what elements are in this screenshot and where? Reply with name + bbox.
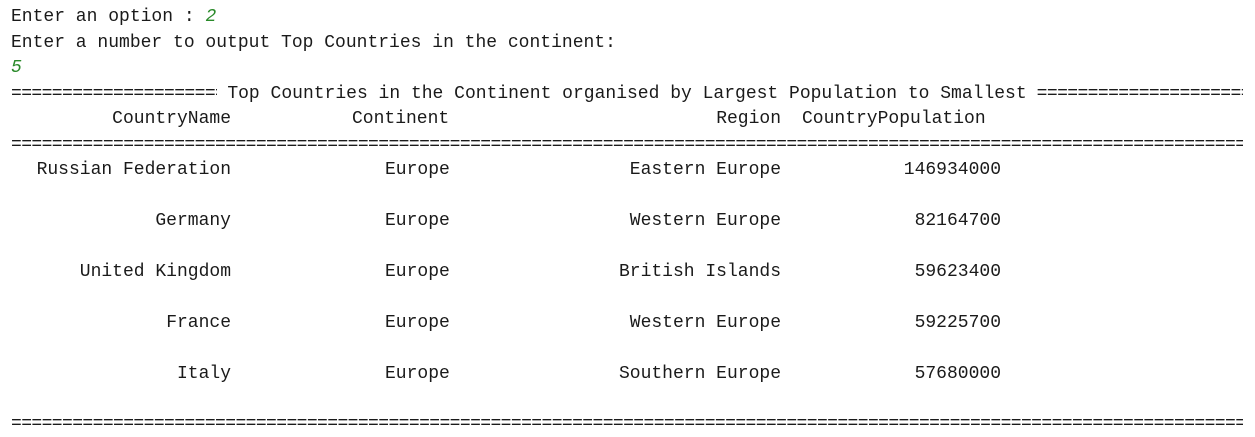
- cell-region: Western Europe: [629, 313, 781, 333]
- option-prompt-line: Enter an option : 2: [11, 7, 216, 27]
- cell-country-name: Russian Federation: [36, 160, 231, 180]
- cell-continent: Europe: [385, 262, 450, 282]
- header-region: Region: [716, 109, 781, 129]
- cell-country-name: Germany: [155, 211, 231, 231]
- cell-region: Eastern Europe: [629, 160, 781, 180]
- cell-population: 59225700: [914, 313, 1001, 333]
- number-prompt: Enter a number to output Top Countries i…: [11, 33, 616, 53]
- option-prompt: Enter an option :: [11, 7, 206, 27]
- cell-continent: Europe: [385, 160, 450, 180]
- title-rule-right: ========================================…: [1036, 84, 1243, 104]
- header-separator-rule: ========================================…: [11, 135, 1243, 155]
- cell-country-name: United Kingdom: [79, 262, 231, 282]
- cell-region: British Islands: [618, 262, 781, 282]
- title-rule-left: ========================================…: [11, 84, 217, 104]
- cell-continent: Europe: [385, 364, 450, 384]
- number-input-value: 5: [11, 58, 22, 78]
- cell-continent: Europe: [385, 211, 450, 231]
- cell-country-name: France: [166, 313, 231, 333]
- header-continent: Continent: [352, 109, 450, 129]
- cell-country-name: Italy: [176, 364, 231, 384]
- cell-region: Western Europe: [629, 211, 781, 231]
- cell-population: 82164700: [914, 211, 1001, 231]
- cell-region: Southern Europe: [618, 364, 781, 384]
- header-country-name: CountryName: [112, 109, 231, 129]
- footer-separator-rule: ========================================…: [11, 414, 1243, 434]
- cell-population: 146934000: [903, 160, 1001, 180]
- cell-population: 57680000: [914, 364, 1001, 384]
- header-country-population: CountryPopulation: [802, 109, 986, 129]
- cell-continent: Europe: [385, 313, 450, 333]
- report-title-rule: ========================================…: [11, 84, 1243, 104]
- report-title: Top Countries in the Continent organised…: [227, 84, 1027, 104]
- cell-population: 59623400: [914, 262, 1001, 282]
- option-input-value: 2: [205, 7, 217, 27]
